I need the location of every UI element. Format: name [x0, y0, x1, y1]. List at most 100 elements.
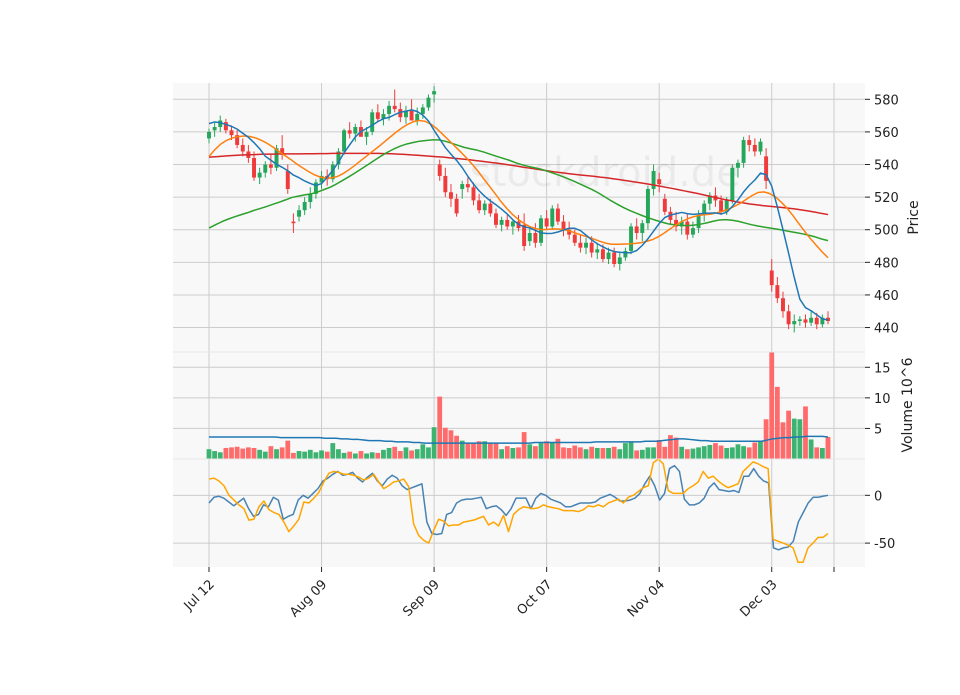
candle: [510, 219, 515, 235]
candle-body: [415, 113, 420, 121]
candle-body: [758, 141, 763, 152]
candle-body: [809, 317, 814, 323]
candle: [651, 164, 656, 196]
candle: [634, 218, 639, 240]
candle: [471, 182, 476, 206]
volume-bar: [291, 452, 296, 459]
candle-body: [398, 109, 403, 118]
candle-body: [589, 242, 594, 253]
volume-bar: [735, 444, 741, 459]
candle-body: [347, 130, 352, 134]
volume-bar: [746, 447, 752, 459]
volume-bar: [403, 447, 409, 459]
candle: [364, 127, 369, 145]
price-tick-label: 440: [874, 322, 899, 337]
candle: [623, 247, 628, 261]
volume-bar: [386, 447, 392, 459]
candle-body: [572, 234, 577, 243]
candle-body: [792, 321, 797, 325]
volume-tick-label: 5: [874, 422, 882, 437]
candle: [212, 122, 217, 137]
candle-body: [207, 131, 211, 139]
candle-body: [313, 182, 318, 194]
candle-body: [432, 91, 437, 95]
candle-body: [364, 131, 369, 137]
candle-body: [257, 172, 262, 178]
candle-body: [544, 218, 549, 227]
candle-body: [223, 122, 228, 131]
candle: [707, 192, 712, 211]
volume-bar: [808, 439, 814, 459]
candle-body: [769, 270, 774, 286]
volume-bar: [206, 449, 212, 459]
candle: [235, 130, 240, 149]
candle-body: [612, 252, 617, 264]
volume-bar: [347, 451, 353, 459]
candle: [758, 138, 763, 155]
volume-bar: [251, 447, 257, 459]
volume-bar: [651, 447, 656, 459]
volume-ma-line: [209, 435, 829, 444]
volume-bar: [797, 419, 803, 459]
candle-body: [735, 162, 740, 168]
volume-bar: [229, 447, 234, 459]
candle-body: [263, 164, 268, 173]
volume-bar: [240, 448, 246, 459]
candle-body: [375, 112, 380, 119]
candle-body: [752, 144, 757, 152]
volume-bar: [375, 452, 381, 459]
x-tick-label: Nov 04: [625, 577, 668, 620]
candle-body: [679, 221, 684, 227]
candle: [336, 148, 341, 170]
candle: [674, 211, 679, 232]
candle-body: [747, 140, 752, 145]
volume-bar: [532, 446, 538, 459]
candle: [499, 216, 504, 232]
candle: [257, 167, 262, 185]
volume-bar: [296, 451, 302, 459]
candle: [375, 104, 380, 123]
volume-bar: [690, 448, 696, 459]
volume-bar: [611, 446, 617, 459]
candle: [420, 104, 425, 119]
candle: [443, 167, 448, 198]
candle-body: [280, 148, 285, 155]
candle: [527, 228, 532, 247]
volume-bar: [414, 449, 420, 459]
ma-slow-line: [208, 139, 829, 242]
candle: [381, 109, 386, 126]
candle: [353, 123, 358, 142]
candle-body: [494, 213, 498, 225]
candle-body: [330, 164, 335, 180]
watermark-text: stockdroid.de: [470, 150, 741, 196]
candle: [482, 200, 487, 216]
candle: [460, 180, 465, 199]
volume-bar: [510, 447, 516, 459]
candle: [820, 314, 825, 328]
candle: [370, 109, 375, 136]
volume-bar: [352, 453, 358, 459]
volume-bar: [392, 446, 398, 459]
volume-bar: [656, 440, 662, 459]
price-tick-label: 560: [874, 126, 899, 141]
candle-body: [645, 188, 650, 224]
candle-body: [403, 110, 408, 118]
volume-bar: [341, 452, 347, 459]
volume-bar: [763, 419, 769, 459]
candle-body: [499, 219, 504, 225]
oscillator-line-a: [208, 464, 829, 551]
volume-bar: [549, 441, 555, 459]
candle: [223, 118, 228, 134]
candle: [792, 314, 797, 333]
volume-bar: [803, 406, 808, 459]
volume-bar: [285, 440, 291, 459]
candle: [302, 197, 307, 216]
ma-fast-line: [208, 109, 829, 321]
candle-body: [342, 130, 347, 152]
candle: [645, 185, 650, 230]
candle: [533, 223, 538, 248]
candle: [392, 89, 397, 113]
volume-bar: [454, 435, 459, 459]
candle-body: [555, 208, 560, 222]
